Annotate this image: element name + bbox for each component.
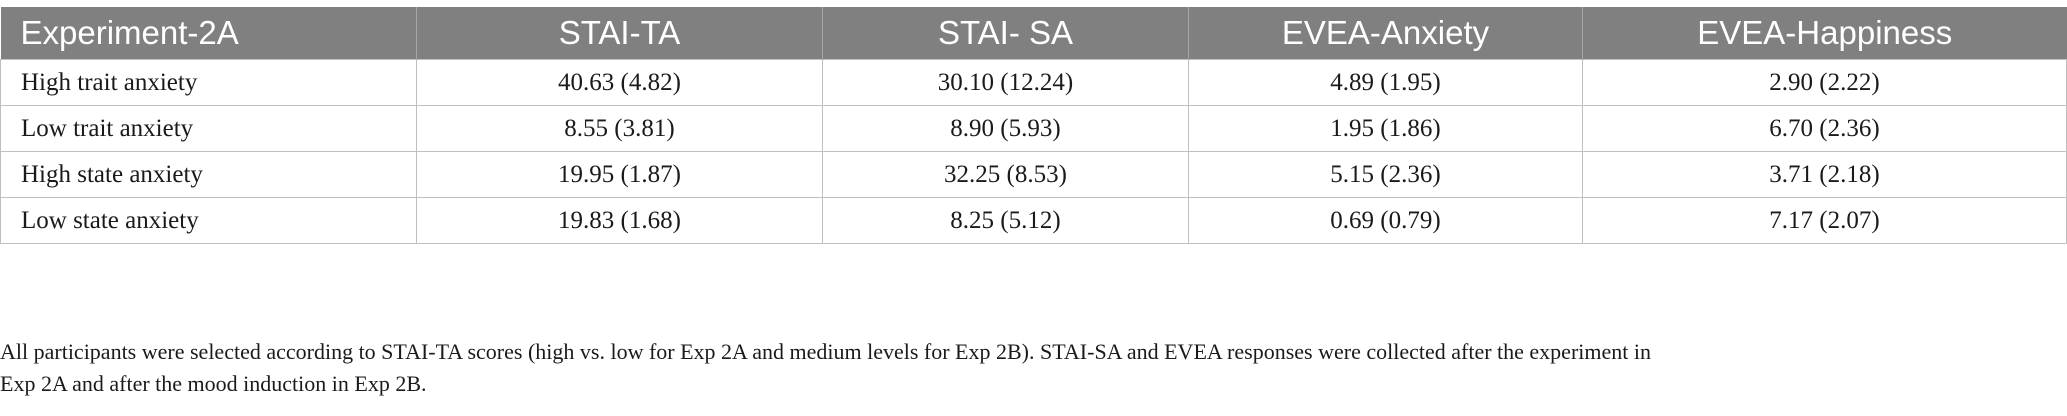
row-label: Low trait anxiety bbox=[0, 105, 417, 152]
table-row: High trait anxiety 40.63 (4.82) 30.10 (1… bbox=[0, 59, 2067, 106]
header-row: Experiment-2A STAI-TA STAI- SA EVEA-Anxi… bbox=[0, 7, 2067, 60]
header-evea-happiness: EVEA-Happiness bbox=[1582, 7, 2067, 60]
row-label: High state anxiety bbox=[0, 151, 417, 198]
table-header: Experiment-2A STAI-TA STAI- SA EVEA-Anxi… bbox=[0, 7, 2067, 60]
results-table-container: Experiment-2A STAI-TA STAI- SA EVEA-Anxi… bbox=[0, 7, 2067, 244]
cell-evea-anxiety: 4.89 (1.95) bbox=[1188, 59, 1583, 106]
table-footnote: All participants were selected according… bbox=[0, 336, 2040, 400]
cell-stai-sa: 8.25 (5.12) bbox=[822, 197, 1189, 244]
header-stai-ta: STAI-TA bbox=[416, 7, 823, 60]
cell-evea-happiness: 6.70 (2.36) bbox=[1582, 105, 2067, 152]
cell-stai-sa: 32.25 (8.53) bbox=[822, 151, 1189, 198]
cell-stai-sa: 30.10 (12.24) bbox=[822, 59, 1189, 106]
cell-evea-happiness: 3.71 (2.18) bbox=[1582, 151, 2067, 198]
header-evea-anxiety: EVEA-Anxiety bbox=[1188, 7, 1583, 60]
footnote-line-1: All participants were selected according… bbox=[0, 339, 1651, 364]
table-body: High trait anxiety 40.63 (4.82) 30.10 (1… bbox=[0, 59, 2067, 244]
results-table: Experiment-2A STAI-TA STAI- SA EVEA-Anxi… bbox=[0, 7, 2067, 244]
cell-stai-ta: 19.83 (1.68) bbox=[416, 197, 823, 244]
table-row: Low state anxiety 19.83 (1.68) 8.25 (5.1… bbox=[0, 197, 2067, 244]
header-experiment: Experiment-2A bbox=[0, 7, 417, 60]
cell-evea-anxiety: 1.95 (1.86) bbox=[1188, 105, 1583, 152]
cell-stai-sa: 8.90 (5.93) bbox=[822, 105, 1189, 152]
table-row: Low trait anxiety 8.55 (3.81) 8.90 (5.93… bbox=[0, 105, 2067, 152]
row-label: High trait anxiety bbox=[0, 59, 417, 106]
cell-stai-ta: 8.55 (3.81) bbox=[416, 105, 823, 152]
footnote-line-2: Exp 2A and after the mood induction in E… bbox=[0, 371, 427, 396]
table-row: High state anxiety 19.95 (1.87) 32.25 (8… bbox=[0, 151, 2067, 198]
cell-evea-anxiety: 0.69 (0.79) bbox=[1188, 197, 1583, 244]
row-label: Low state anxiety bbox=[0, 197, 417, 244]
header-stai-sa: STAI- SA bbox=[822, 7, 1189, 60]
cell-evea-happiness: 2.90 (2.22) bbox=[1582, 59, 2067, 106]
cell-evea-anxiety: 5.15 (2.36) bbox=[1188, 151, 1583, 198]
cell-stai-ta: 40.63 (4.82) bbox=[416, 59, 823, 106]
cell-evea-happiness: 7.17 (2.07) bbox=[1582, 197, 2067, 244]
cell-stai-ta: 19.95 (1.87) bbox=[416, 151, 823, 198]
